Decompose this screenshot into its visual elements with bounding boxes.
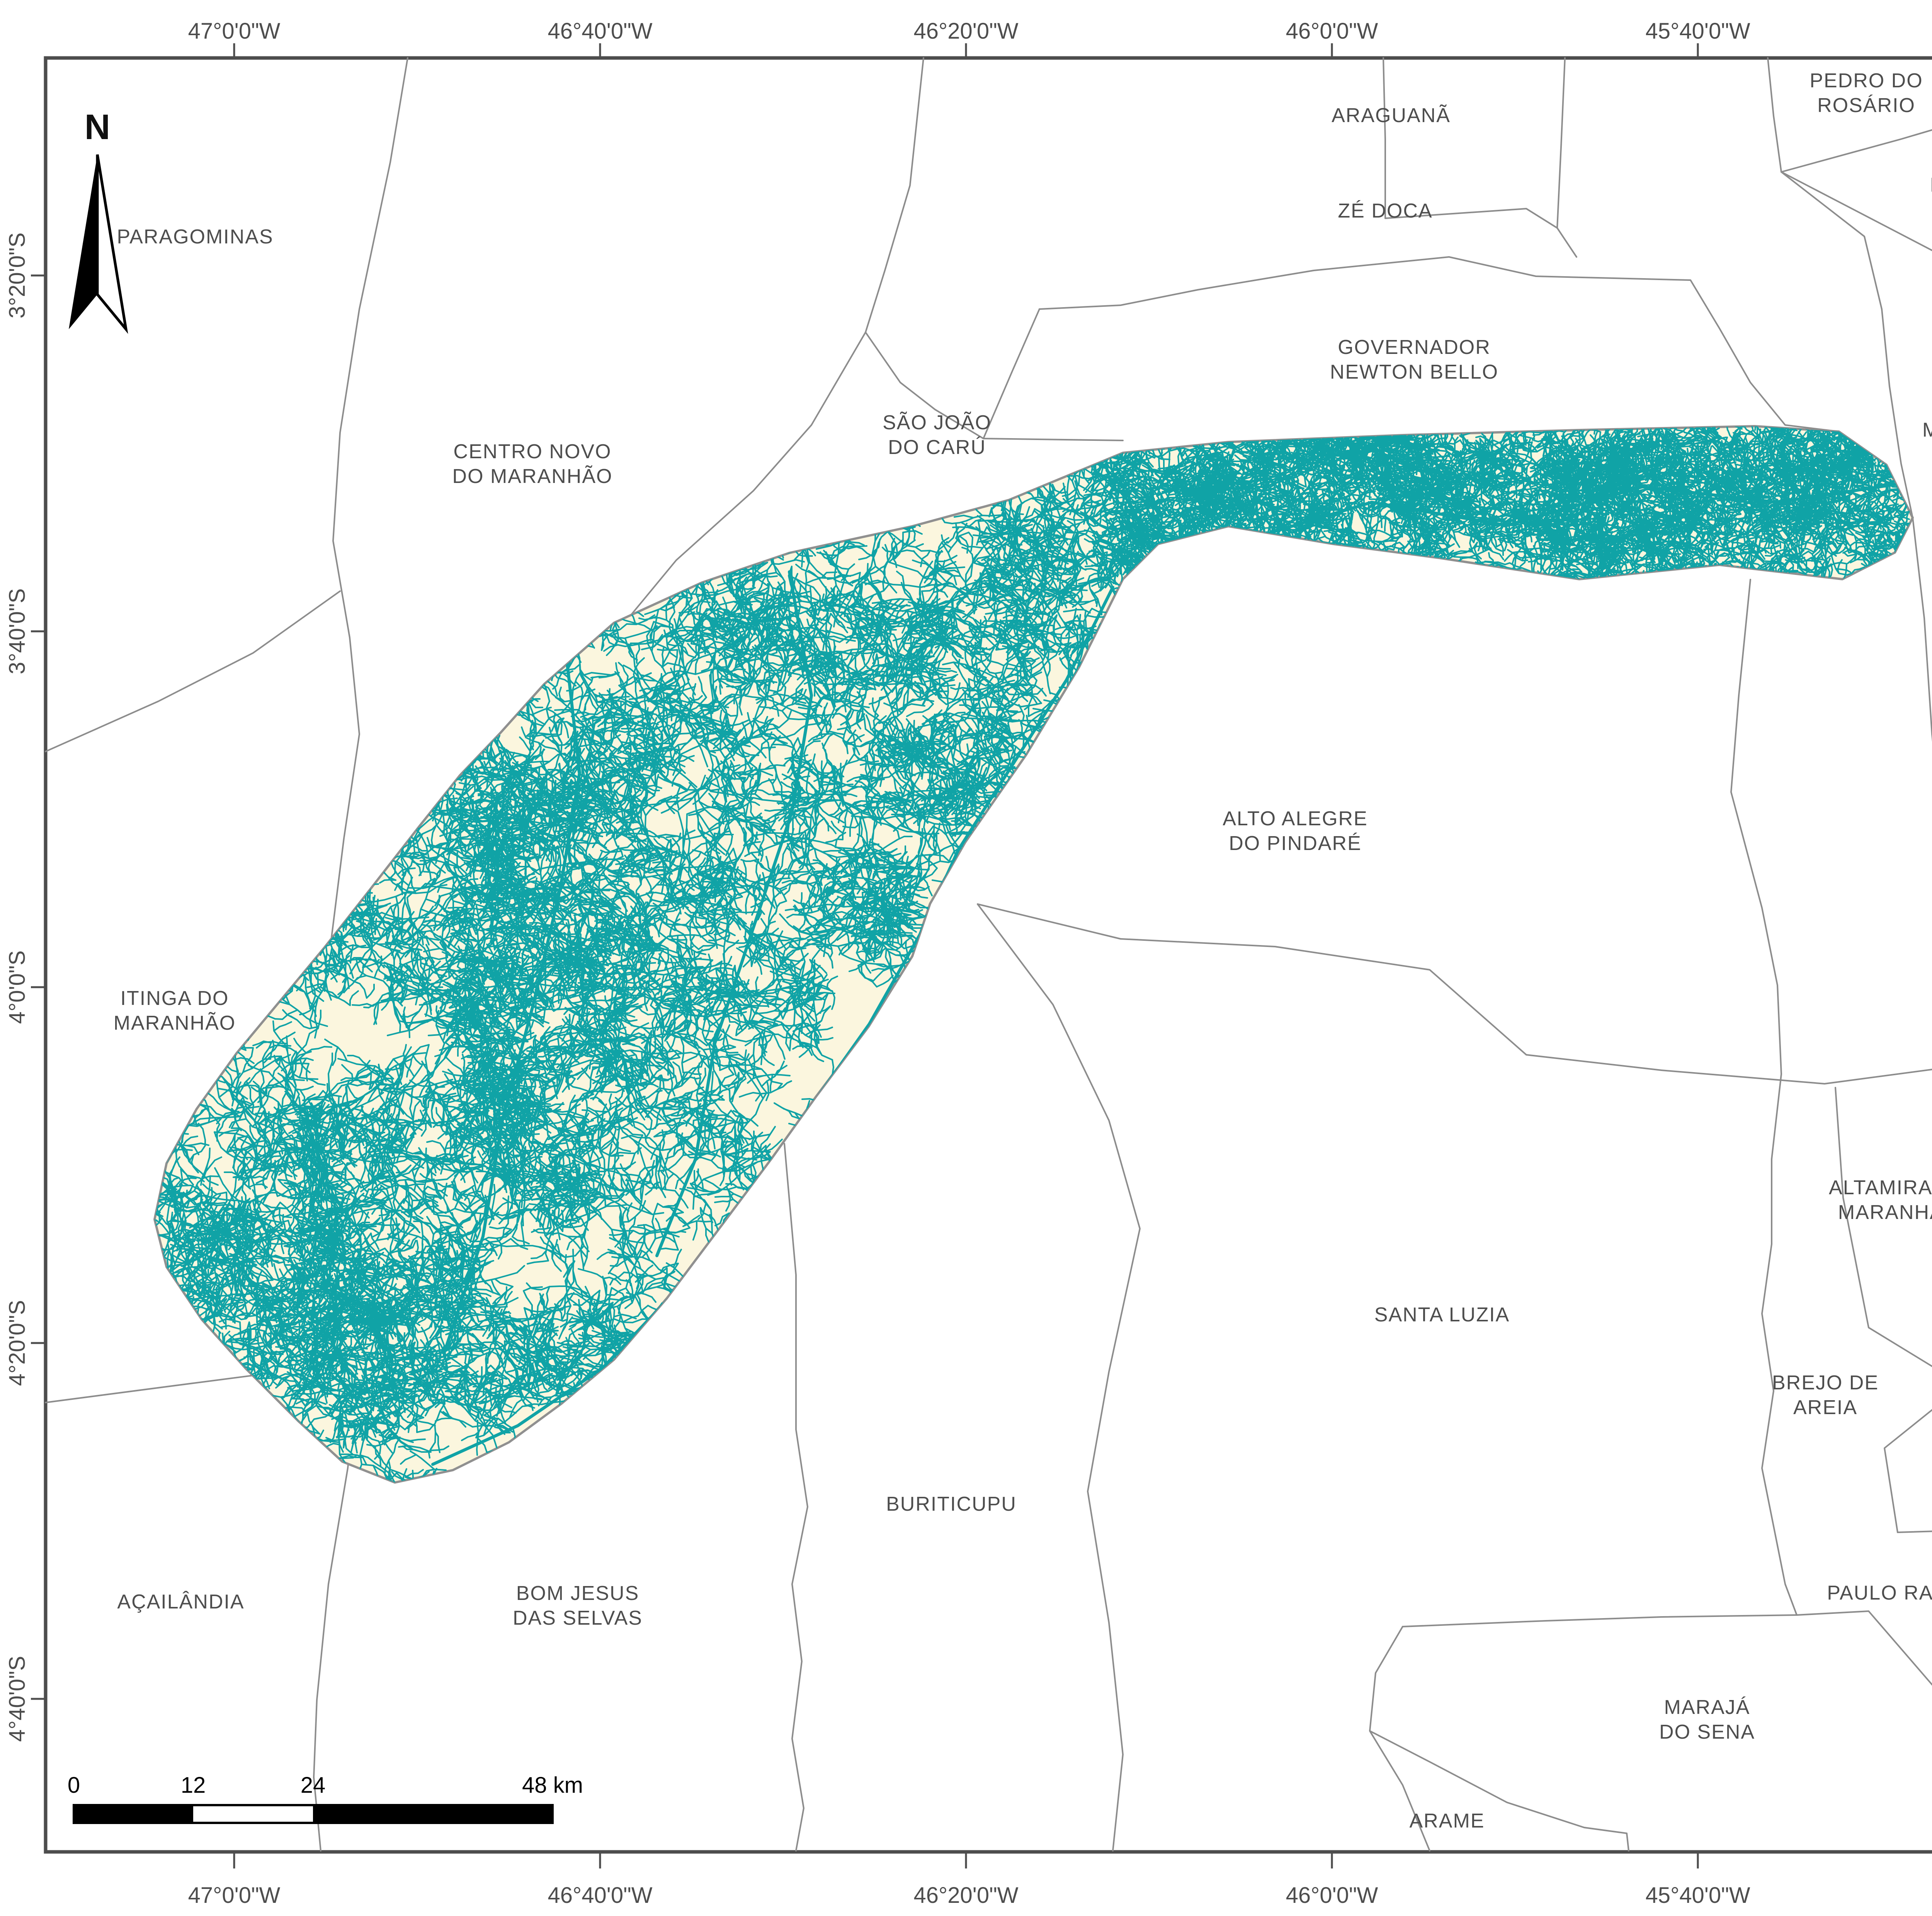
map-label-line: AREIA (1793, 1396, 1857, 1419)
axis-label-left: 4°40'0"S (5, 1656, 30, 1742)
map-label: ZÉ DOCA (1338, 200, 1432, 222)
scale-bar-label: 0 (68, 1773, 80, 1798)
map-label: ARAME (1410, 1810, 1485, 1832)
map-label: PARAGOMINAS (117, 226, 273, 248)
municipal-boundary-line (1761, 1073, 1798, 1616)
map-label-line: ZÉ DOCA (1338, 200, 1432, 222)
municipal-boundary-line (1039, 256, 1840, 432)
axis-label-left: 3°40'0"S (5, 588, 30, 675)
scale-bar-segment (74, 1805, 193, 1823)
axis-label-top: 45°40'0"W (1646, 19, 1750, 44)
map-label: ARAGUANÃ (1332, 104, 1451, 127)
app-dendrites (337, 1098, 519, 1355)
municipal-boundary-line (1767, 57, 1782, 173)
municipal-boundary-line (1730, 579, 1782, 1075)
map-label-line: ROSÁRIO (1817, 94, 1915, 117)
map-label-line: GOVERNADOR (1338, 336, 1491, 359)
map-label: PENALVA (1930, 174, 1932, 196)
map-label-line: PEDRO DO (1810, 70, 1923, 92)
map-label-line: MARANHÃO (1838, 1201, 1932, 1224)
map-label-line: ALTAMIRA DO (1829, 1176, 1932, 1199)
municipal-boundary-line (1781, 129, 1932, 173)
municipal-boundary-line (977, 903, 1141, 1851)
map-label-line: DO MARANHÃO (452, 465, 613, 488)
municipal-boundary-line (1912, 517, 1932, 742)
map-label-line: PAULO RAMOS (1827, 1582, 1932, 1604)
axis-label-left: 4°0'0"S (5, 950, 30, 1024)
map-label-line: SÃO JOÃO (883, 411, 992, 434)
map-label-line: ITINGA DO (121, 987, 229, 1010)
app-dendrites (363, 589, 757, 1170)
map-label-line: BREJO DE (1772, 1372, 1879, 1394)
municipal-boundary-line (1781, 171, 1913, 519)
map-label-line: CENTRO NOVO (453, 440, 611, 463)
map-label-line: PENALVA (1930, 174, 1932, 196)
municipal-boundary-line (1556, 57, 1566, 229)
axis-label-top: 46°40'0"W (548, 19, 653, 44)
axis-label-left: 4°20'0"S (5, 1300, 30, 1386)
municipal-boundary-line (1369, 1730, 1629, 1851)
municipal-boundary-line (1835, 1087, 1932, 1533)
map-label: PAULO RAMOS (1827, 1582, 1932, 1604)
axis-label-bottom: 46°20'0"W (914, 1883, 1019, 1908)
map-label-line: ARAME (1410, 1810, 1485, 1832)
axis-label-bottom: 45°40'0"W (1646, 1883, 1750, 1908)
map-label-line: MARANHÃO (114, 1012, 236, 1034)
axis-label-top: 47°0'0"W (188, 19, 281, 44)
map-label-line: DO PINDARÉ (1229, 832, 1362, 855)
axis-label-top: 46°0'0"W (1286, 19, 1378, 44)
municipal-boundary-line (602, 332, 866, 650)
map-label: BURITICUPU (886, 1493, 1017, 1515)
map-label: SANTA LUZIA (1374, 1304, 1510, 1326)
municipal-boundary-line (784, 1143, 808, 1851)
map-label-line: BOM JESUS (516, 1582, 639, 1605)
municipal-boundary-line (1402, 1614, 1798, 1627)
axis-label-bottom: 46°40'0"W (548, 1883, 653, 1908)
map-label-line: SANTA LUZIA (1374, 1304, 1510, 1326)
map-label: MONÇÃO (1922, 419, 1932, 441)
municipal-boundary-line (45, 590, 341, 752)
municipal-boundary-line (983, 438, 1124, 441)
map-label-line: AÇAILÂNDIA (117, 1591, 244, 1613)
map-label-line: DO SENA (1659, 1721, 1755, 1743)
map-label: AÇAILÂNDIA (117, 1591, 244, 1613)
municipal-boundary-line (1781, 171, 1932, 252)
scale-bar-label: 24 (301, 1773, 326, 1798)
app-dendrites (267, 488, 1185, 1454)
municipal-boundary-line (983, 308, 1040, 439)
map-label-line: PARAGOMINAS (117, 226, 273, 248)
map-label-line: ALTO ALEGRE (1223, 808, 1368, 830)
north-label: N (85, 107, 110, 147)
municipal-boundary-line (1796, 1610, 1932, 1686)
map-label-line: NEWTON BELLO (1330, 361, 1498, 383)
axis-label-top: 46°20'0"W (914, 19, 1019, 44)
municipal-boundary-line (977, 903, 1932, 1085)
map-label-line: DAS SELVAS (513, 1607, 643, 1629)
map-label-line: MARAJÁ (1664, 1696, 1750, 1719)
scale-bar-segment (313, 1805, 553, 1823)
map-label-line: ARAGUANÃ (1332, 104, 1451, 127)
map-label-line: DO CARÚ (888, 436, 986, 459)
scale-bar-label: 48 km (522, 1773, 583, 1798)
municipal-boundary-line (1383, 57, 1577, 258)
axis-label-bottom: 47°0'0"W (188, 1883, 281, 1908)
axis-label-left: 3°20'0"S (5, 233, 30, 319)
axis-label-bottom: 46°0'0"W (1286, 1883, 1378, 1908)
scale-bar-label: 12 (181, 1773, 206, 1798)
map-label-line: BURITICUPU (886, 1493, 1017, 1515)
map-label-line: MONÇÃO (1922, 419, 1932, 441)
app-river-pattern (155, 426, 1932, 1482)
